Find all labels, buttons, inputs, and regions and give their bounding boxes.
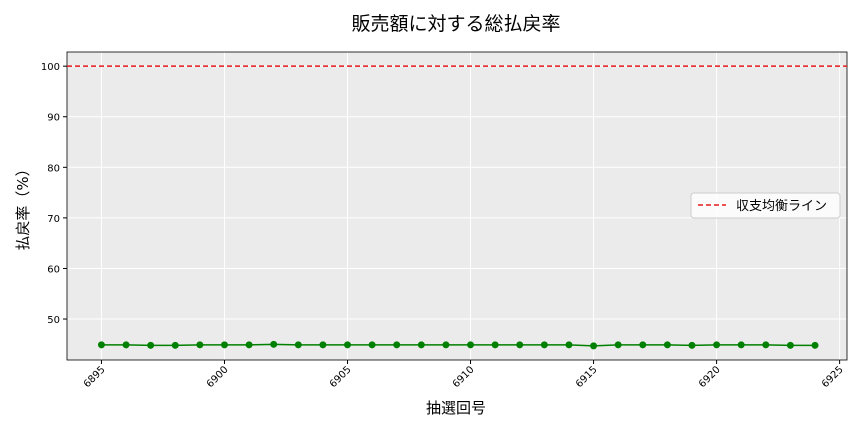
x-tick-label: 6925: [820, 364, 846, 390]
data-point: [516, 341, 524, 349]
x-tick-label: 6915: [574, 364, 600, 390]
data-point: [737, 341, 745, 349]
data-point: [196, 341, 204, 349]
data-point: [344, 341, 352, 349]
data-point: [713, 341, 721, 349]
data-point: [270, 340, 278, 348]
x-tick-label: 6910: [451, 364, 477, 390]
data-point: [368, 341, 376, 349]
y-tick-label: 100: [41, 62, 60, 73]
data-point: [614, 341, 622, 349]
y-tick-label: 90: [47, 113, 60, 124]
data-point: [639, 341, 647, 349]
data-point: [97, 341, 105, 349]
data-point: [393, 341, 401, 349]
x-tick-label: 6895: [82, 364, 108, 390]
data-point: [590, 342, 598, 350]
legend-label: 収支均衡ライン: [736, 199, 827, 214]
x-tick-label: 6920: [697, 364, 723, 390]
data-point: [245, 341, 253, 349]
y-axis-label: 払戻率（%）: [14, 161, 32, 250]
data-point: [540, 341, 548, 349]
data-point: [663, 341, 671, 349]
data-point: [171, 341, 179, 349]
data-point: [147, 341, 155, 349]
y-tick-label: 70: [47, 214, 60, 225]
data-point: [786, 341, 794, 349]
series-line: [101, 343, 816, 347]
data-point: [467, 341, 475, 349]
x-tick-label: 6905: [328, 364, 354, 390]
data-point: [688, 341, 696, 349]
data-point: [565, 341, 573, 349]
data-point: [491, 341, 499, 349]
data-point: [417, 341, 425, 349]
data-point: [811, 341, 819, 349]
y-tick-label: 50: [47, 315, 60, 326]
x-tick-label: 6900: [205, 364, 231, 390]
chart-title: 販売額に対する総払戻率: [351, 13, 560, 35]
data-point: [294, 341, 302, 349]
y-tick-label: 60: [47, 264, 60, 275]
data-point: [442, 341, 450, 349]
data-point: [122, 341, 130, 349]
plot-frame: [66, 51, 848, 361]
y-tick-label: 80: [47, 163, 60, 174]
data-point: [762, 341, 770, 349]
legend: 収支均衡ライン: [690, 192, 841, 219]
legend-box: [690, 192, 841, 219]
x-axis-label: 抽選回号: [426, 399, 486, 417]
data-point: [319, 341, 327, 349]
data-point: [220, 341, 228, 349]
